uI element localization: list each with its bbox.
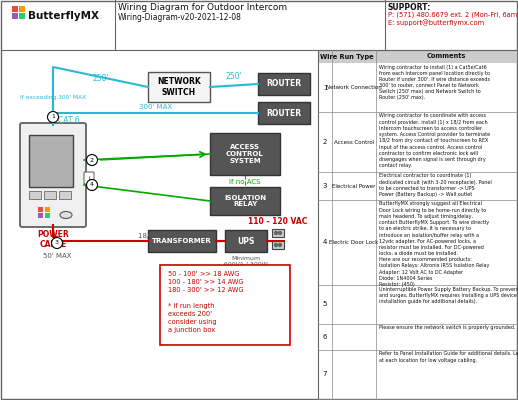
Text: Uninterruptible Power Supply Battery Backup. To prevent voltage drops
and surges: Uninterruptible Power Supply Battery Bac… xyxy=(379,286,518,304)
Text: TRANSFORMER: TRANSFORMER xyxy=(152,238,212,244)
Text: ButterflyMX strongly suggest all Electrical
Door Lock wiring to be home-run dire: ButterflyMX strongly suggest all Electri… xyxy=(379,202,490,287)
Text: i: i xyxy=(88,176,90,180)
Text: UPS: UPS xyxy=(237,236,255,246)
Circle shape xyxy=(279,232,281,234)
Text: 3: 3 xyxy=(55,240,59,246)
Bar xyxy=(210,187,280,215)
Bar xyxy=(258,102,310,124)
Text: Wiring Diagram for Outdoor Intercom: Wiring Diagram for Outdoor Intercom xyxy=(118,4,287,12)
Text: 110 - 120 VAC: 110 - 120 VAC xyxy=(248,217,308,226)
Text: Minimum
600VA / 300W: Minimum 600VA / 300W xyxy=(224,256,268,267)
Text: Comments: Comments xyxy=(427,54,466,60)
Bar xyxy=(38,207,43,212)
Bar xyxy=(160,265,290,345)
Text: SUPPORT:: SUPPORT: xyxy=(388,2,431,12)
Text: ISOLATION
RELAY: ISOLATION RELAY xyxy=(224,194,266,208)
Text: 4: 4 xyxy=(90,182,94,188)
Text: Wiring contractor to install (1) a Cat5e/Cat6
from each Intercom panel location : Wiring contractor to install (1) a Cat5e… xyxy=(379,64,490,100)
Circle shape xyxy=(275,244,278,246)
Text: P: (571) 480.6679 ext. 2 (Mon-Fri, 6am-10pm EST): P: (571) 480.6679 ext. 2 (Mon-Fri, 6am-1… xyxy=(388,12,518,18)
Circle shape xyxy=(275,232,278,234)
Bar xyxy=(44,191,56,199)
Text: E: support@butterflymx.com: E: support@butterflymx.com xyxy=(388,20,484,26)
Circle shape xyxy=(87,180,97,190)
Bar xyxy=(272,229,284,237)
Bar xyxy=(29,191,41,199)
Text: Access Control: Access Control xyxy=(334,140,374,144)
Bar xyxy=(272,241,284,249)
Circle shape xyxy=(279,244,281,246)
Circle shape xyxy=(51,238,63,248)
Bar xyxy=(225,230,267,252)
Text: Wiring contractor to coordinate with access
control provider, install (1) x 18/2: Wiring contractor to coordinate with acc… xyxy=(379,114,490,168)
Text: 7: 7 xyxy=(323,372,327,378)
Text: POWER
CABLE: POWER CABLE xyxy=(37,230,69,250)
Text: NETWORK
SWITCH: NETWORK SWITCH xyxy=(157,77,201,97)
Text: ButterflyMX: ButterflyMX xyxy=(28,11,99,21)
Text: 250': 250' xyxy=(92,74,109,83)
Text: ROUTER: ROUTER xyxy=(266,80,301,88)
Text: Refer to Panel Installation Guide for additional details. Leave 6' service loop
: Refer to Panel Installation Guide for ad… xyxy=(379,352,518,363)
Bar xyxy=(210,133,280,175)
Bar xyxy=(19,13,25,19)
Text: 50 - 100' >> 18 AWG
100 - 180' >> 14 AWG
180 - 300' >> 12 AWG

* If run length
e: 50 - 100' >> 18 AWG 100 - 180' >> 14 AWG… xyxy=(168,271,243,333)
Text: 1: 1 xyxy=(51,114,55,120)
Bar xyxy=(12,6,18,12)
Text: 300' MAX: 300' MAX xyxy=(139,104,172,110)
Ellipse shape xyxy=(60,212,72,218)
Text: Electrical contractor to coordinate (1)
dedicated circuit (with 3-20 receptacle): Electrical contractor to coordinate (1) … xyxy=(379,174,492,197)
Text: 250': 250' xyxy=(226,72,242,81)
Bar xyxy=(45,213,50,218)
Bar xyxy=(148,230,216,252)
Circle shape xyxy=(87,154,97,166)
Bar xyxy=(12,13,18,19)
Bar xyxy=(148,72,210,102)
Text: Wire Run Type: Wire Run Type xyxy=(320,54,374,60)
Text: If no ACS: If no ACS xyxy=(229,179,261,185)
Bar xyxy=(19,6,25,12)
Text: If exceeding 300' MAX: If exceeding 300' MAX xyxy=(20,96,86,100)
Text: 6: 6 xyxy=(323,334,327,340)
Text: 18/2 AWG: 18/2 AWG xyxy=(138,233,172,239)
Text: 3: 3 xyxy=(323,183,327,189)
Text: 1: 1 xyxy=(323,84,327,90)
FancyBboxPatch shape xyxy=(20,123,86,227)
Text: 5: 5 xyxy=(323,302,327,308)
Bar xyxy=(318,50,517,63)
Text: ROUTER: ROUTER xyxy=(266,108,301,118)
Text: Wiring-Diagram-v20-2021-12-08: Wiring-Diagram-v20-2021-12-08 xyxy=(118,14,242,22)
FancyBboxPatch shape xyxy=(84,172,94,184)
Text: Electrical Power: Electrical Power xyxy=(333,184,376,188)
Text: CAT 6: CAT 6 xyxy=(58,116,80,125)
Bar xyxy=(38,213,43,218)
Text: 50' MAX: 50' MAX xyxy=(43,253,71,259)
Bar xyxy=(45,207,50,212)
Text: Please ensure the network switch is properly grounded.: Please ensure the network switch is prop… xyxy=(379,326,515,330)
Bar xyxy=(29,135,73,187)
Text: 2: 2 xyxy=(90,158,94,162)
Text: ACCESS
CONTROL
SYSTEM: ACCESS CONTROL SYSTEM xyxy=(226,144,264,164)
Text: Network Connection: Network Connection xyxy=(326,85,382,90)
Text: 2: 2 xyxy=(323,139,327,145)
Bar xyxy=(59,191,71,199)
Text: 4: 4 xyxy=(323,240,327,246)
Text: Electric Door Lock: Electric Door Lock xyxy=(329,240,379,245)
Circle shape xyxy=(48,112,59,122)
Bar xyxy=(258,73,310,95)
